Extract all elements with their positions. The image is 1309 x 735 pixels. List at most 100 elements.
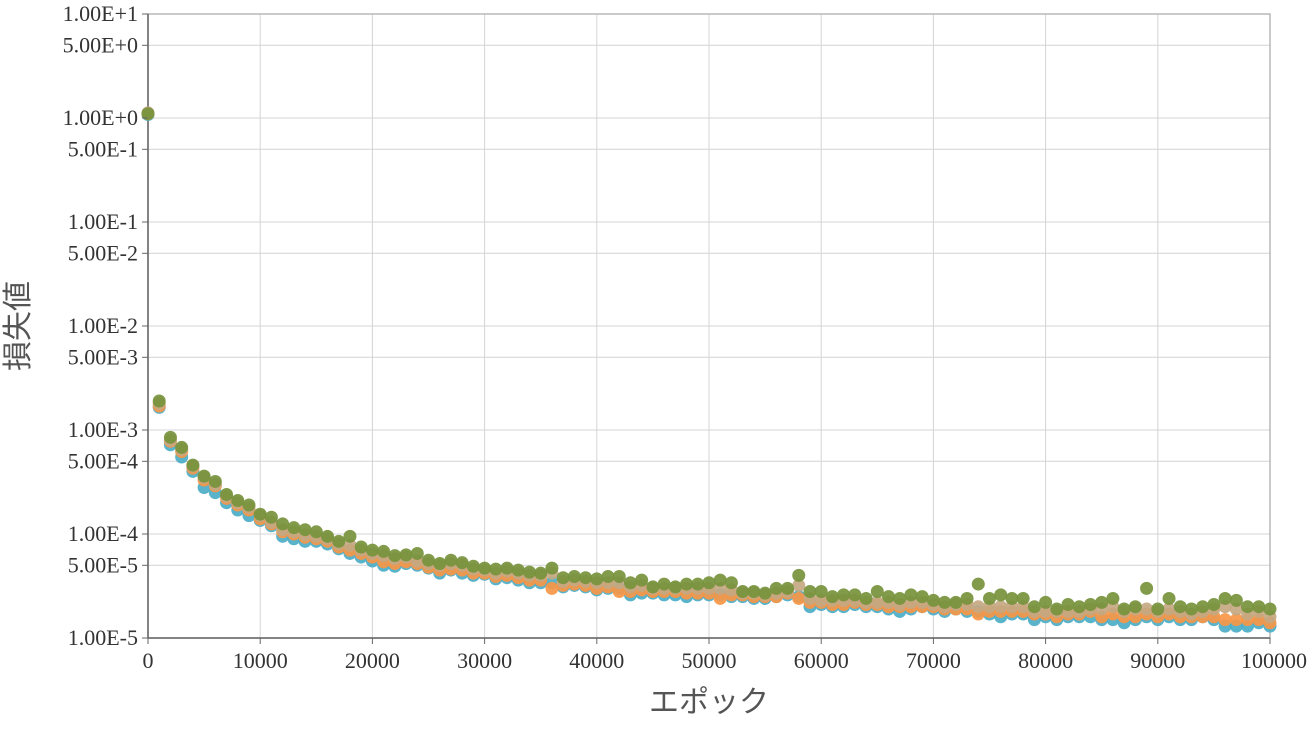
- data-point: [466, 559, 480, 573]
- data-point: [298, 523, 312, 537]
- y-tick-label: 5.00E+0: [63, 32, 138, 57]
- data-point: [1016, 591, 1030, 605]
- data-point: [1061, 597, 1075, 611]
- data-point: [792, 591, 806, 605]
- y-tick-label: 5.00E-2: [68, 240, 138, 265]
- data-point: [511, 563, 525, 577]
- data-point: [1252, 600, 1266, 614]
- data-point: [814, 593, 828, 607]
- data-point: [163, 430, 177, 444]
- x-axis-title: エポック: [649, 685, 769, 720]
- data-point: [736, 584, 750, 598]
- data-point: [769, 581, 783, 595]
- data-point: [242, 498, 256, 512]
- y-tick-label: 5.00E-1: [68, 136, 138, 161]
- y-tick-labels: 1.00E+1 5.00E+0 1.00E+0 5.00E-1 1.00E-1 5.00E…: [63, 1, 148, 650]
- data-point: [1218, 591, 1232, 605]
- y-tick-label: 1.00E-2: [68, 313, 138, 338]
- data-point: [668, 580, 682, 594]
- data-point: [983, 591, 996, 605]
- data-point: [1184, 602, 1198, 616]
- data-point: [691, 577, 705, 591]
- data-point: [422, 553, 435, 567]
- data-point: [702, 576, 716, 590]
- data-points: [141, 106, 1277, 633]
- data-point: [197, 469, 211, 483]
- data-point: [1128, 600, 1142, 614]
- data-point: [500, 561, 514, 575]
- y-axis-title: 損失値: [1, 281, 36, 371]
- data-point: [556, 571, 570, 585]
- data-point: [287, 521, 301, 535]
- data-point: [579, 571, 593, 585]
- data-point: [343, 538, 357, 552]
- y-tick-label: 1.00E+0: [63, 105, 138, 130]
- data-point: [994, 588, 1008, 602]
- data-point: [1241, 600, 1255, 614]
- data-point: [1229, 613, 1243, 627]
- x-tick-label: 100000: [1241, 648, 1307, 673]
- data-point: [343, 529, 357, 543]
- data-point: [870, 595, 884, 609]
- data-point: [758, 586, 772, 600]
- data-point: [1027, 600, 1041, 614]
- data-point: [1229, 593, 1243, 607]
- data-point: [635, 573, 649, 587]
- data-point: [601, 570, 615, 584]
- data-point: [332, 534, 346, 548]
- y-tick-label: 1.00E-4: [68, 521, 138, 546]
- data-point: [1140, 602, 1154, 616]
- data-point: [1005, 591, 1019, 605]
- data-point: [803, 584, 817, 598]
- y-tick-label: 5.00E-5: [68, 552, 138, 577]
- data-point: [971, 577, 985, 591]
- data-point: [747, 584, 761, 598]
- data-point: [534, 566, 548, 580]
- data-point: [433, 557, 447, 571]
- data-point: [612, 570, 626, 584]
- data-point: [388, 549, 402, 563]
- data-point: [522, 565, 536, 579]
- data-point: [994, 600, 1008, 614]
- data-point: [141, 107, 155, 121]
- data-point: [377, 544, 391, 558]
- data-point: [1106, 591, 1120, 605]
- data-point: [1151, 602, 1165, 616]
- data-point: [926, 593, 940, 607]
- x-tick-label: 90000: [1130, 648, 1185, 673]
- data-point: [1117, 602, 1131, 616]
- data-point: [657, 577, 671, 591]
- data-point: [859, 591, 873, 605]
- x-tick-label: 10000: [233, 648, 288, 673]
- data-point: [175, 440, 189, 454]
- data-point: [186, 458, 200, 472]
- data-point: [623, 576, 637, 590]
- data-point: [646, 580, 660, 594]
- data-point: [152, 394, 166, 408]
- data-point: [848, 588, 862, 602]
- data-point: [1263, 602, 1277, 616]
- y-tick-label: 5.00E-3: [68, 344, 138, 369]
- data-point: [253, 507, 267, 521]
- data-point: [825, 590, 839, 604]
- data-point: [231, 493, 245, 507]
- data-point: [545, 561, 559, 575]
- data-point: [365, 543, 379, 557]
- data-point: [1196, 600, 1210, 614]
- data-point: [960, 591, 974, 605]
- x-tick-labels: 0 10000 20000 30000 40000 50000 60000 70000 8000…: [143, 638, 1307, 673]
- y-tick-label: 1.00E+1: [63, 1, 138, 26]
- data-point: [567, 570, 581, 584]
- data-point: [478, 561, 492, 575]
- x-tick-label: 0: [143, 648, 154, 673]
- data-point: [938, 595, 952, 609]
- data-point: [1218, 613, 1232, 627]
- data-point: [309, 525, 323, 539]
- y-tick-label: 5.00E-4: [68, 448, 138, 473]
- data-point: [220, 487, 234, 501]
- data-point: [781, 581, 795, 595]
- x-tick-label: 30000: [457, 648, 512, 673]
- data-point: [724, 576, 738, 590]
- data-point: [489, 562, 503, 576]
